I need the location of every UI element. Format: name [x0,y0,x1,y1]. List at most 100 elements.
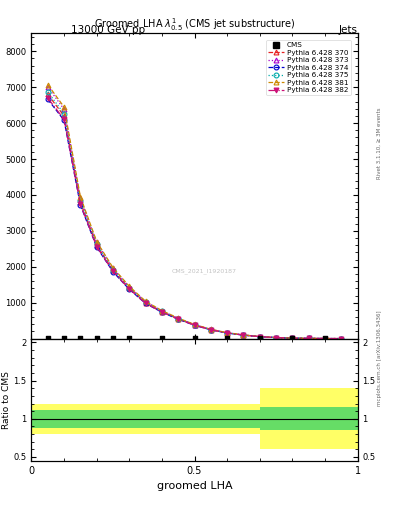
Pythia 6.428 373 [127,284,132,290]
Pythia 6.428 382 [257,334,262,340]
Pythia 6.428 375 [94,241,99,247]
Pythia 6.428 375 [225,330,230,336]
Point [110,334,116,343]
Pythia 6.428 370 [290,335,295,341]
Pythia 6.428 374 [192,322,197,328]
Pythia 6.428 373 [160,308,164,314]
Pythia 6.428 370 [323,335,327,342]
Pythia 6.428 374 [176,316,181,323]
Pythia 6.428 370 [241,332,246,338]
Text: Jets: Jets [339,25,358,35]
Pythia 6.428 374 [94,244,99,250]
Pythia 6.428 375 [290,335,295,341]
Pythia 6.428 375 [209,327,213,333]
Pythia 6.428 375 [339,335,343,342]
Line: Pythia 6.428 370: Pythia 6.428 370 [45,92,344,341]
Y-axis label: $\frac{1}{N} \frac{\mathrm{d}N}{\mathrm{d}\,\lambda}$: $\frac{1}{N} \frac{\mathrm{d}N}{\mathrm{… [0,177,3,195]
Pythia 6.428 381 [209,326,213,332]
Point [257,334,263,343]
Pythia 6.428 382 [127,286,132,292]
Pythia 6.428 381 [274,334,278,340]
Pythia 6.428 373 [111,265,116,271]
Point [126,334,132,343]
Pythia 6.428 373 [143,298,148,305]
Point [289,334,296,343]
Pythia 6.428 375 [257,334,262,340]
Pythia 6.428 373 [241,332,246,338]
Pythia 6.428 370 [127,285,132,291]
Pythia 6.428 381 [45,81,50,88]
Pythia 6.428 374 [323,335,327,342]
Pythia 6.428 375 [241,332,246,338]
Line: Pythia 6.428 374: Pythia 6.428 374 [45,97,344,341]
Legend: CMS, Pythia 6.428 370, Pythia 6.428 373, Pythia 6.428 374, Pythia 6.428 375, Pyt: CMS, Pythia 6.428 370, Pythia 6.428 373,… [266,40,351,95]
Pythia 6.428 382 [143,300,148,306]
Pythia 6.428 370 [274,334,278,340]
Pythia 6.428 370 [192,322,197,328]
Pythia 6.428 381 [62,104,66,110]
Pythia 6.428 381 [307,335,311,342]
Pythia 6.428 373 [45,84,50,90]
Pythia 6.428 375 [307,335,311,342]
Point [322,334,328,343]
Pythia 6.428 370 [307,335,311,342]
Pythia 6.428 374 [257,334,262,340]
Pythia 6.428 373 [225,330,230,336]
Line: Pythia 6.428 373: Pythia 6.428 373 [45,84,344,341]
Pythia 6.428 373 [62,106,66,112]
Pythia 6.428 373 [209,326,213,332]
Pythia 6.428 375 [45,89,50,95]
Pythia 6.428 373 [274,334,278,340]
Text: mcplots.cern.ch [arXiv:1306.3436]: mcplots.cern.ch [arXiv:1306.3436] [377,311,382,406]
Pythia 6.428 382 [160,309,164,315]
Pythia 6.428 370 [257,334,262,340]
Text: CMS_2021_I1920187: CMS_2021_I1920187 [172,269,237,274]
Pythia 6.428 374 [274,334,278,340]
Pythia 6.428 374 [62,117,66,123]
Pythia 6.428 382 [45,95,50,101]
Pythia 6.428 374 [209,327,213,333]
Point [44,334,51,343]
Pythia 6.428 375 [111,267,116,273]
Pythia 6.428 382 [307,335,311,342]
Pythia 6.428 382 [225,330,230,336]
Pythia 6.428 382 [323,335,327,342]
Pythia 6.428 370 [62,113,66,119]
Point [159,334,165,343]
Pythia 6.428 375 [143,300,148,306]
Pythia 6.428 381 [160,308,164,314]
Pythia 6.428 382 [274,334,278,340]
Y-axis label: Ratio to CMS: Ratio to CMS [2,371,11,429]
Pythia 6.428 373 [307,335,311,342]
Pythia 6.428 374 [290,335,295,341]
Pythia 6.428 374 [143,301,148,307]
Pythia 6.428 370 [160,309,164,315]
Pythia 6.428 374 [111,269,116,275]
Pythia 6.428 382 [78,201,83,207]
Pythia 6.428 373 [176,315,181,322]
Pythia 6.428 381 [257,333,262,339]
Line: Pythia 6.428 382: Pythia 6.428 382 [45,96,344,341]
Pythia 6.428 381 [192,322,197,328]
Pythia 6.428 375 [176,315,181,322]
Pythia 6.428 382 [176,316,181,322]
Pythia 6.428 382 [209,327,213,333]
Pythia 6.428 382 [62,116,66,122]
Pythia 6.428 381 [241,332,246,338]
Point [94,334,100,343]
Line: Pythia 6.428 375: Pythia 6.428 375 [45,90,344,341]
Title: Groomed LHA $\lambda^{1}_{0.5}$ (CMS jet substructure): Groomed LHA $\lambda^{1}_{0.5}$ (CMS jet… [94,16,295,33]
Pythia 6.428 382 [290,335,295,341]
Line: Pythia 6.428 381: Pythia 6.428 381 [45,82,344,341]
Pythia 6.428 374 [127,286,132,292]
Pythia 6.428 370 [339,335,343,342]
Pythia 6.428 382 [111,268,116,274]
Text: 13000 GeV pp: 13000 GeV pp [71,25,145,35]
Pythia 6.428 373 [94,240,99,246]
Pythia 6.428 370 [78,199,83,205]
Pythia 6.428 381 [225,330,230,336]
Pythia 6.428 382 [339,335,343,342]
Pythia 6.428 374 [225,330,230,336]
Pythia 6.428 381 [111,265,116,271]
Pythia 6.428 381 [290,335,295,341]
